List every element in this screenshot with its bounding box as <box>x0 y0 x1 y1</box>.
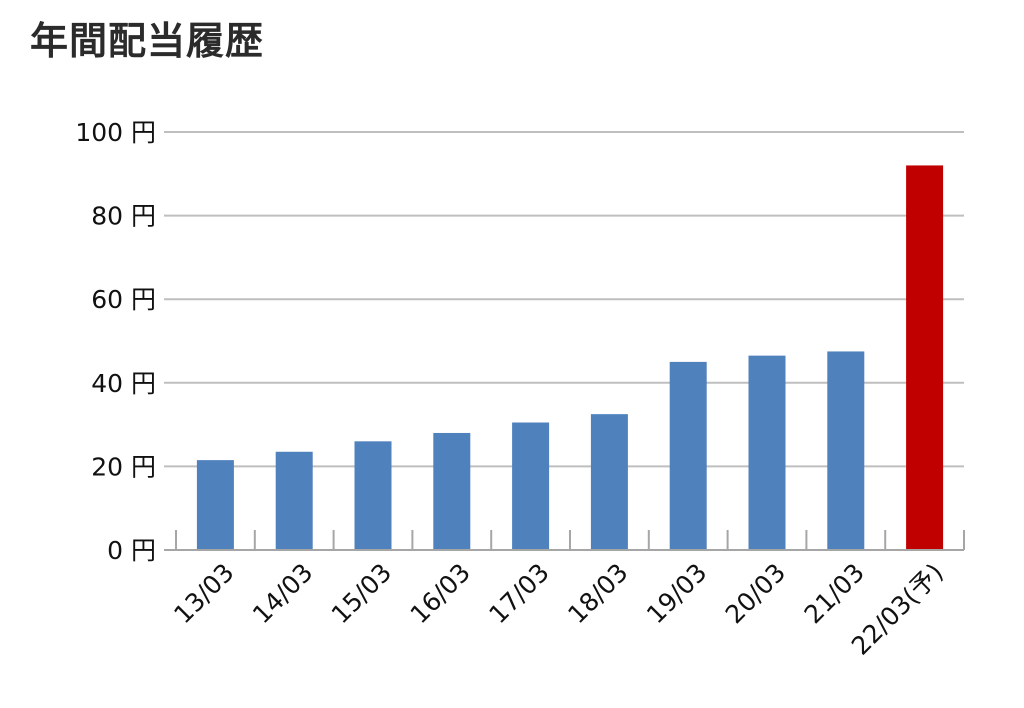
x-axis <box>164 530 965 551</box>
y-tick-label: 80 円 <box>91 202 156 231</box>
bar <box>354 441 392 550</box>
bars <box>196 165 944 550</box>
x-tick-label: 17/03 <box>483 558 554 629</box>
bar <box>669 361 707 550</box>
bar <box>433 432 471 550</box>
x-tick-label: 13/03 <box>168 558 239 629</box>
x-tick-label: 20/03 <box>720 558 791 629</box>
y-tick-label: 40 円 <box>91 369 156 398</box>
x-tick-label: 16/03 <box>405 558 476 629</box>
x-axis-ticks: 13/03 14/03 15/03 16/03 17/03 18/03 19/03 20/03… <box>168 558 949 661</box>
x-tick-label: 15/03 <box>326 558 397 629</box>
y-axis-ticks: 0 円 20 円 40 円 60 円 80 円 100 円 <box>75 118 156 565</box>
bar <box>512 422 550 550</box>
bar <box>590 414 628 550</box>
y-tick-label: 60 円 <box>91 285 156 314</box>
y-tick-label: 20 円 <box>91 452 156 481</box>
chart-title: 年間配当履歴 <box>30 19 265 63</box>
bar <box>196 460 234 550</box>
y-tick-label: 0 円 <box>107 536 156 565</box>
x-tick-label: 18/03 <box>562 558 633 629</box>
x-tick-label: 19/03 <box>641 558 712 629</box>
bar <box>748 355 786 550</box>
x-tick-label: 14/03 <box>247 558 318 629</box>
bar-forecast <box>906 165 944 550</box>
bar <box>275 451 313 550</box>
y-tick-label: 100 円 <box>75 118 156 147</box>
x-tick-label: 21/03 <box>799 558 870 629</box>
bar <box>827 351 865 550</box>
